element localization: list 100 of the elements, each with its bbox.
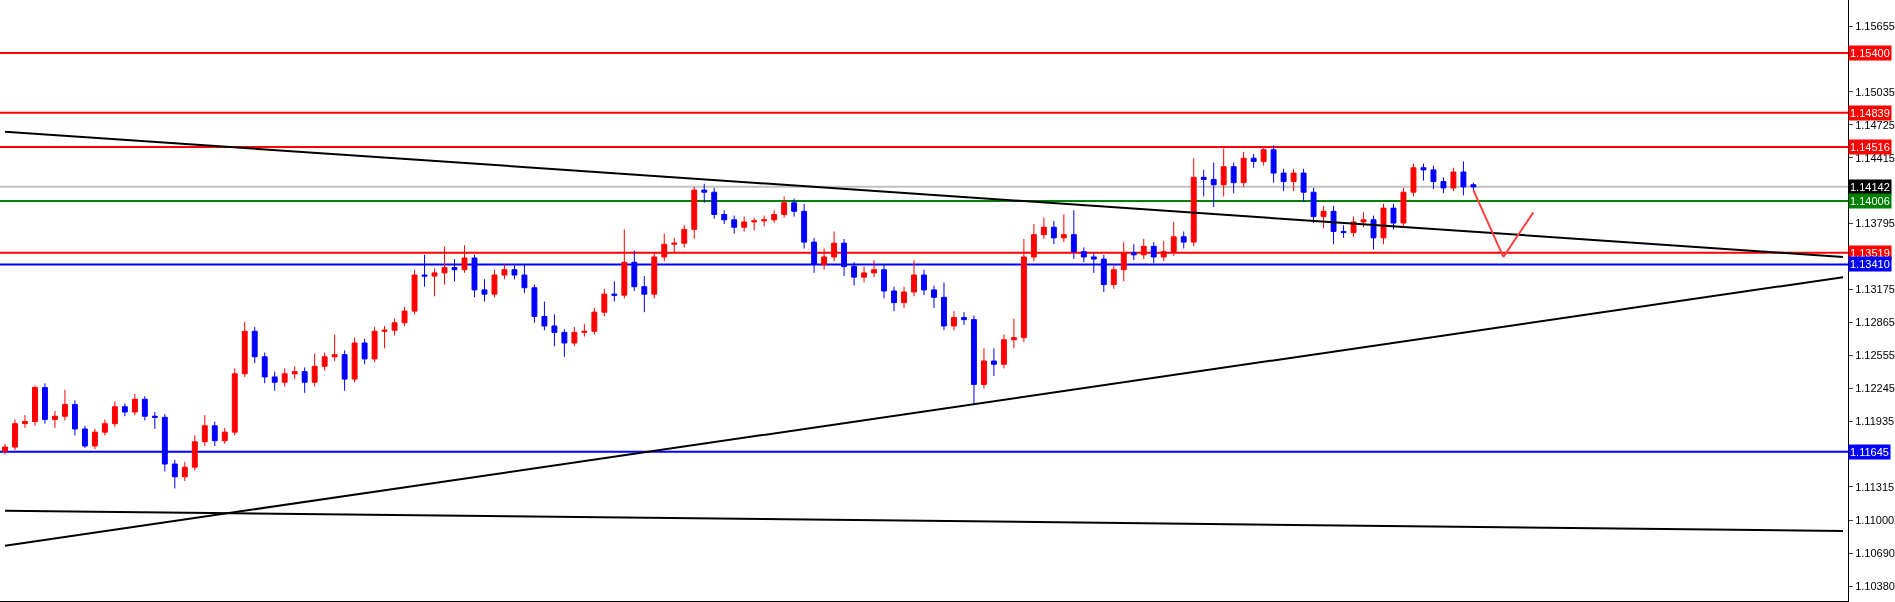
- candlestick: [1230, 161, 1237, 194]
- y-tick-label: 1.10380: [1855, 579, 1895, 592]
- candlestick: [721, 209, 728, 225]
- candlestick: [1110, 264, 1117, 290]
- candlestick: [531, 284, 538, 324]
- candlestick: [1200, 169, 1207, 197]
- candlestick: [311, 353, 318, 388]
- candlestick: [691, 186, 698, 240]
- candlestick: [1190, 157, 1197, 247]
- candlestick: [1410, 163, 1417, 197]
- candlestick: [1010, 318, 1017, 349]
- ref-line-label: 1.15400: [1850, 47, 1890, 59]
- candlestick: [791, 198, 798, 218]
- candlestick: [1420, 163, 1427, 182]
- y-tick-label: 1.13175: [1855, 283, 1895, 296]
- candlestick: [581, 323, 588, 338]
- candlestick: [701, 183, 708, 204]
- candlestick: [81, 425, 88, 449]
- candlestick: [731, 215, 738, 235]
- candlestick: [1430, 165, 1437, 190]
- candlestick: [1050, 220, 1057, 245]
- candlestick: [271, 371, 278, 392]
- candlestick: [351, 337, 358, 383]
- candlestick: [641, 275, 648, 313]
- candlestick: [491, 269, 498, 298]
- candlestick: [501, 263, 508, 280]
- candlestick: [361, 338, 368, 365]
- candlestick: [42, 382, 48, 425]
- candlestick: [61, 389, 68, 421]
- candlestick: [91, 428, 98, 450]
- candlestick: [931, 285, 937, 309]
- candlestick: [1450, 167, 1457, 192]
- y-tick-label: 1.12865: [1855, 316, 1895, 329]
- candlestick: [411, 269, 418, 315]
- y-tick-label: 1.12245: [1855, 381, 1895, 394]
- candlestick: [1470, 182, 1477, 191]
- ref-line-label: 1.14839: [1850, 107, 1890, 119]
- candlestick: [401, 306, 408, 327]
- candlestick: [1060, 213, 1067, 243]
- candlestick: [771, 209, 778, 224]
- candlestick: [1380, 203, 1387, 245]
- candlestick: [301, 366, 308, 394]
- candlestick: [1340, 224, 1347, 239]
- candlestick: [1400, 187, 1407, 228]
- candlestick: [32, 384, 38, 427]
- candlestick: [261, 352, 268, 384]
- candlestick: [601, 288, 608, 317]
- candlestick: [861, 266, 868, 283]
- candlestick: [901, 286, 907, 309]
- candlestick: [751, 217, 758, 231]
- candlestick: [241, 321, 248, 378]
- candlestick: [1310, 187, 1317, 224]
- y-tick-label: 1.10690: [1855, 547, 1895, 560]
- candlestick: [741, 216, 748, 232]
- candlestick: [980, 347, 987, 390]
- candlestick: [951, 310, 957, 331]
- candlestick: [12, 418, 18, 451]
- candlestick: [1130, 243, 1137, 261]
- y-tick-label: 1.12555: [1855, 349, 1895, 362]
- candlestick: [481, 278, 488, 303]
- candlestick: [131, 393, 138, 416]
- candlestick: [331, 333, 338, 362]
- y-tick-label: 1.11000: [1855, 514, 1895, 527]
- ref-line-label: 1.14142: [1850, 181, 1890, 193]
- candlestick: [171, 459, 178, 489]
- candlestick: [231, 367, 238, 436]
- candlestick: [541, 301, 548, 331]
- candlestick: [1180, 230, 1187, 249]
- candlestick: [1250, 153, 1257, 169]
- candlestick: [1270, 144, 1277, 184]
- candlestick: [1320, 205, 1327, 229]
- ref-line-label: 1.13519: [1850, 247, 1890, 259]
- candlestick: [801, 203, 808, 249]
- candlestick: [22, 414, 28, 429]
- candlestick: [201, 414, 208, 447]
- candlestick: [1300, 168, 1307, 203]
- candlestick: [561, 328, 568, 358]
- candlestick: [1040, 217, 1047, 240]
- candlestick: [911, 259, 917, 297]
- candlestick: [781, 195, 788, 219]
- candlestick: [191, 434, 198, 471]
- candlestick: [371, 326, 378, 363]
- candlestick: [321, 352, 328, 372]
- candlestick: [221, 427, 228, 445]
- candlestick: [281, 367, 288, 388]
- ref-line-label: 1.11645: [1850, 446, 1889, 458]
- candlestick: [121, 403, 128, 417]
- candlestick: [101, 418, 108, 436]
- candlestick: [211, 421, 218, 447]
- candlestick: [551, 313, 558, 347]
- candlestick: [1460, 160, 1467, 196]
- candlestick: [1440, 176, 1447, 194]
- candlestick: [761, 215, 768, 227]
- candlestick: [1210, 161, 1217, 208]
- candlestick: [431, 268, 438, 297]
- candlestick: [1330, 205, 1337, 245]
- y-tick-label: 1.13795: [1855, 217, 1895, 230]
- candlestick: [111, 400, 118, 428]
- candlestick: [1390, 203, 1397, 230]
- candlestick: [1280, 168, 1287, 192]
